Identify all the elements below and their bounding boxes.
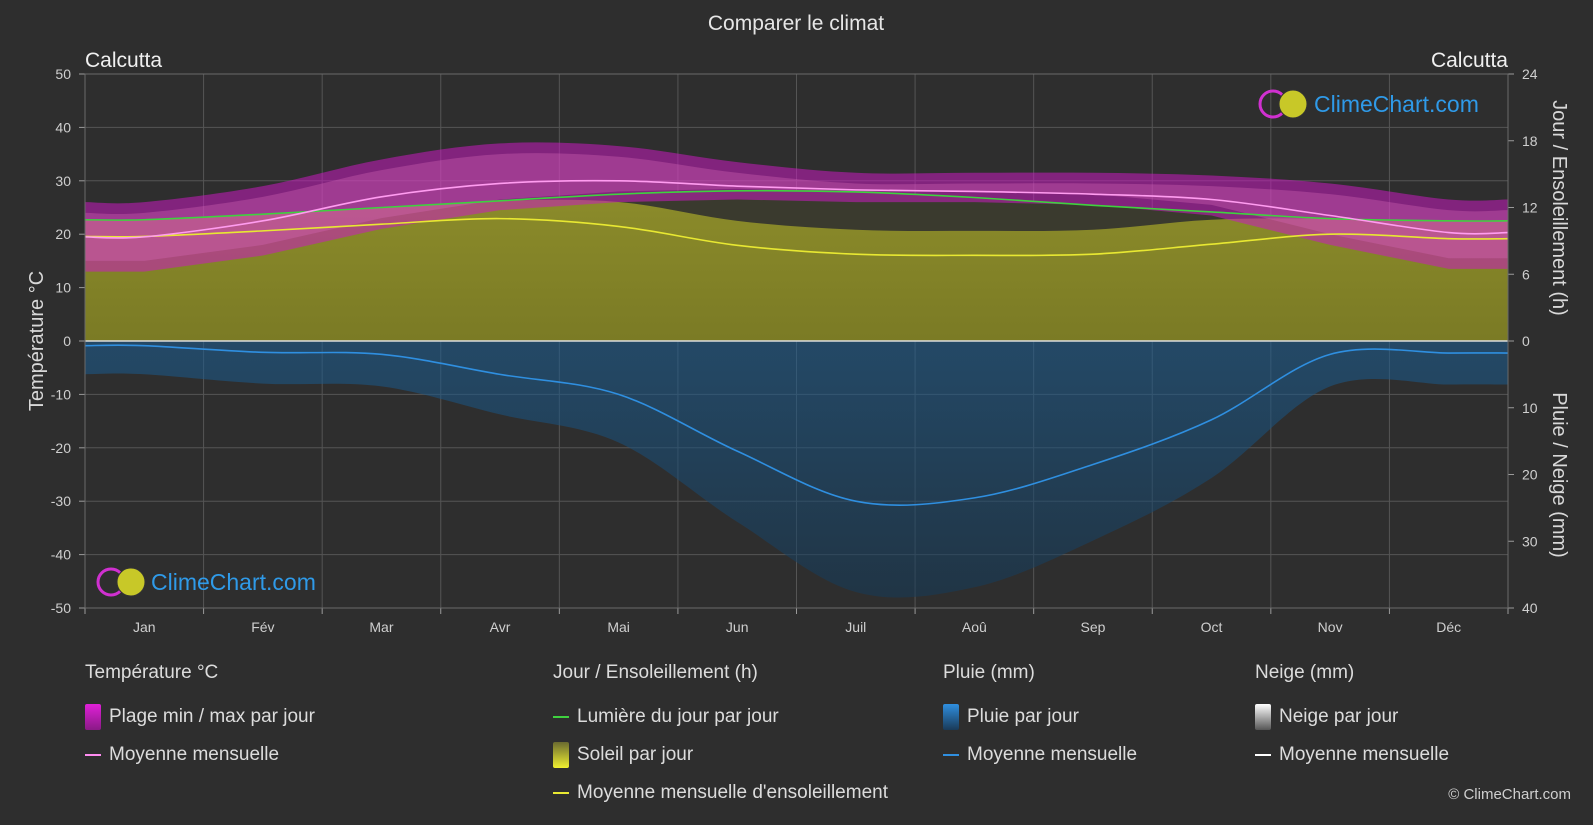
y-tick-label-temp: -10 [51,386,71,402]
sunshine-mean-line [85,217,1508,257]
daylight-swatch [553,716,569,718]
x-tick-label: Fév [251,619,274,635]
snow-mean-swatch [1255,754,1271,756]
legend-header-rain: Pluie (mm) [943,662,1035,683]
legend-header-sun: Jour / Ensoleillement (h) [553,662,758,683]
y-tick-label-temp: -20 [51,440,71,456]
data-lines [85,179,1508,506]
legend-label: Plage min / max par jour [109,706,315,727]
axis-right-bottom-title: Pluie / Neige (mm) [1548,392,1570,558]
x-tick-label: Aoû [962,619,987,635]
legend-item-temp-range: Plage min / max par jour [85,698,315,736]
copyright: © ClimeChart.com [1448,786,1571,803]
x-tick-label: Oct [1201,619,1223,635]
plot-frame [84,73,1509,609]
legend-item-temp-mean: Moyenne mensuelle [85,736,315,774]
y-tick-label-temp: -30 [51,493,71,509]
rain-mean-swatch [943,754,959,756]
y-tick-label-sun: 12 [1522,200,1538,216]
legend-header-temperature: Température °C [85,662,219,683]
legend-label: Lumière du jour par jour [577,706,779,727]
legend-rain: Pluie (mm) Pluie par jour Moyenne mensue… [943,662,1137,774]
axis-left-title: Température °C [26,271,48,411]
y-tick-label-rain: 20 [1522,467,1538,483]
x-tick-label: Mar [369,619,393,635]
temp-range-swatch [85,704,101,730]
axis-ticks: 50 40 30 20 10 0 -10 -20 -30 -40 -50 Jan Fév Mar Avr Ma… [51,66,1538,635]
legend-item-daylight: Lumière du jour par jour [553,698,888,736]
sunshine-area [85,199,1508,341]
y-tick-label-temp: 50 [55,66,71,82]
data-areas [85,142,1508,598]
location-right: Calcutta [1431,49,1508,72]
temp-range-area [85,142,1508,272]
y-tick-label-temp: 20 [55,226,71,242]
axis-right-top-title: Jour / Ensoleillement (h) [1548,100,1570,316]
watermark-top: ClimeChart.com [1258,89,1479,119]
y-tick-label-temp: -40 [51,547,71,563]
location-left: Calcutta [85,49,162,72]
y-tick-label-rain: 30 [1522,533,1538,549]
y-tick-label-sun: 24 [1522,66,1538,82]
legend-label: Moyenne mensuelle [109,744,280,765]
x-tick-label: Jun [726,619,749,635]
y-tick-label-sun: 18 [1522,133,1538,149]
y-tick-label-temp: 30 [55,173,71,189]
legend-label: Pluie par jour [967,706,1079,727]
rain-swatch [943,704,959,730]
y-tick-label-temp: -50 [51,600,71,616]
y-tick-label-temp: 40 [55,119,71,135]
snow-swatch [1255,704,1271,730]
logo-sun-icon [1278,89,1308,119]
legend-item-snow-mean: Moyenne mensuelle [1255,736,1449,774]
x-tick-label: Mai [607,619,630,635]
rain-mean-line [85,344,1508,506]
watermark-bottom: ClimeChart.com [96,567,316,597]
temp-mean-swatch [85,754,101,756]
x-tick-label: Déc [1436,619,1461,635]
legend-sun: Jour / Ensoleillement (h) Lumière du jou… [553,662,888,812]
legend-item-sunshine-mean: Moyenne mensuelle d'ensoleillement [553,774,888,812]
legend-temperature: Température °C Plage min / max par jour … [85,662,315,774]
legend-item-sunshine: Soleil par jour [553,736,888,774]
y-tick-label-rain: 40 [1522,600,1538,616]
legend-item-rain-daily: Pluie par jour [943,698,1137,736]
y-tick-label-sun: 6 [1522,266,1530,282]
temp-range-core [85,153,1508,261]
sunshine-mean-swatch [553,792,569,794]
legend-item-snow-daily: Neige par jour [1255,698,1449,736]
legend-label: Moyenne mensuelle [1279,744,1450,765]
x-tick-label: Jan [133,619,156,635]
watermark-text: ClimeChart.com [151,569,316,595]
y-tick-label-temp: 0 [63,333,71,349]
x-tick-label: Nov [1318,619,1343,635]
temp-mean-line [85,179,1508,239]
legend-snow: Neige (mm) Neige par jour Moyenne mensue… [1255,662,1449,774]
legend-item-rain-mean: Moyenne mensuelle [943,736,1137,774]
y-tick-label-temp: 10 [55,280,71,296]
sunshine-swatch [553,742,569,768]
logo-sun-icon [116,567,146,597]
chart-title: Comparer le climat [708,12,884,35]
legend-label: Moyenne mensuelle d'ensoleillement [577,782,888,803]
legend-label: Neige par jour [1279,706,1399,727]
y-tick-label-sun: 0 [1522,333,1530,349]
x-tick-label: Sep [1080,619,1105,635]
x-tick-label: Juil [845,619,866,635]
legend-label: Moyenne mensuelle [967,744,1138,765]
y-tick-label-rain: 10 [1522,400,1538,416]
legend-label: Soleil par jour [577,744,694,765]
legend-header-snow: Neige (mm) [1255,662,1355,683]
watermark-text: ClimeChart.com [1314,91,1479,117]
x-tick-label: Avr [490,619,511,635]
rain-area [85,341,1508,598]
daylight-line [85,189,1508,222]
